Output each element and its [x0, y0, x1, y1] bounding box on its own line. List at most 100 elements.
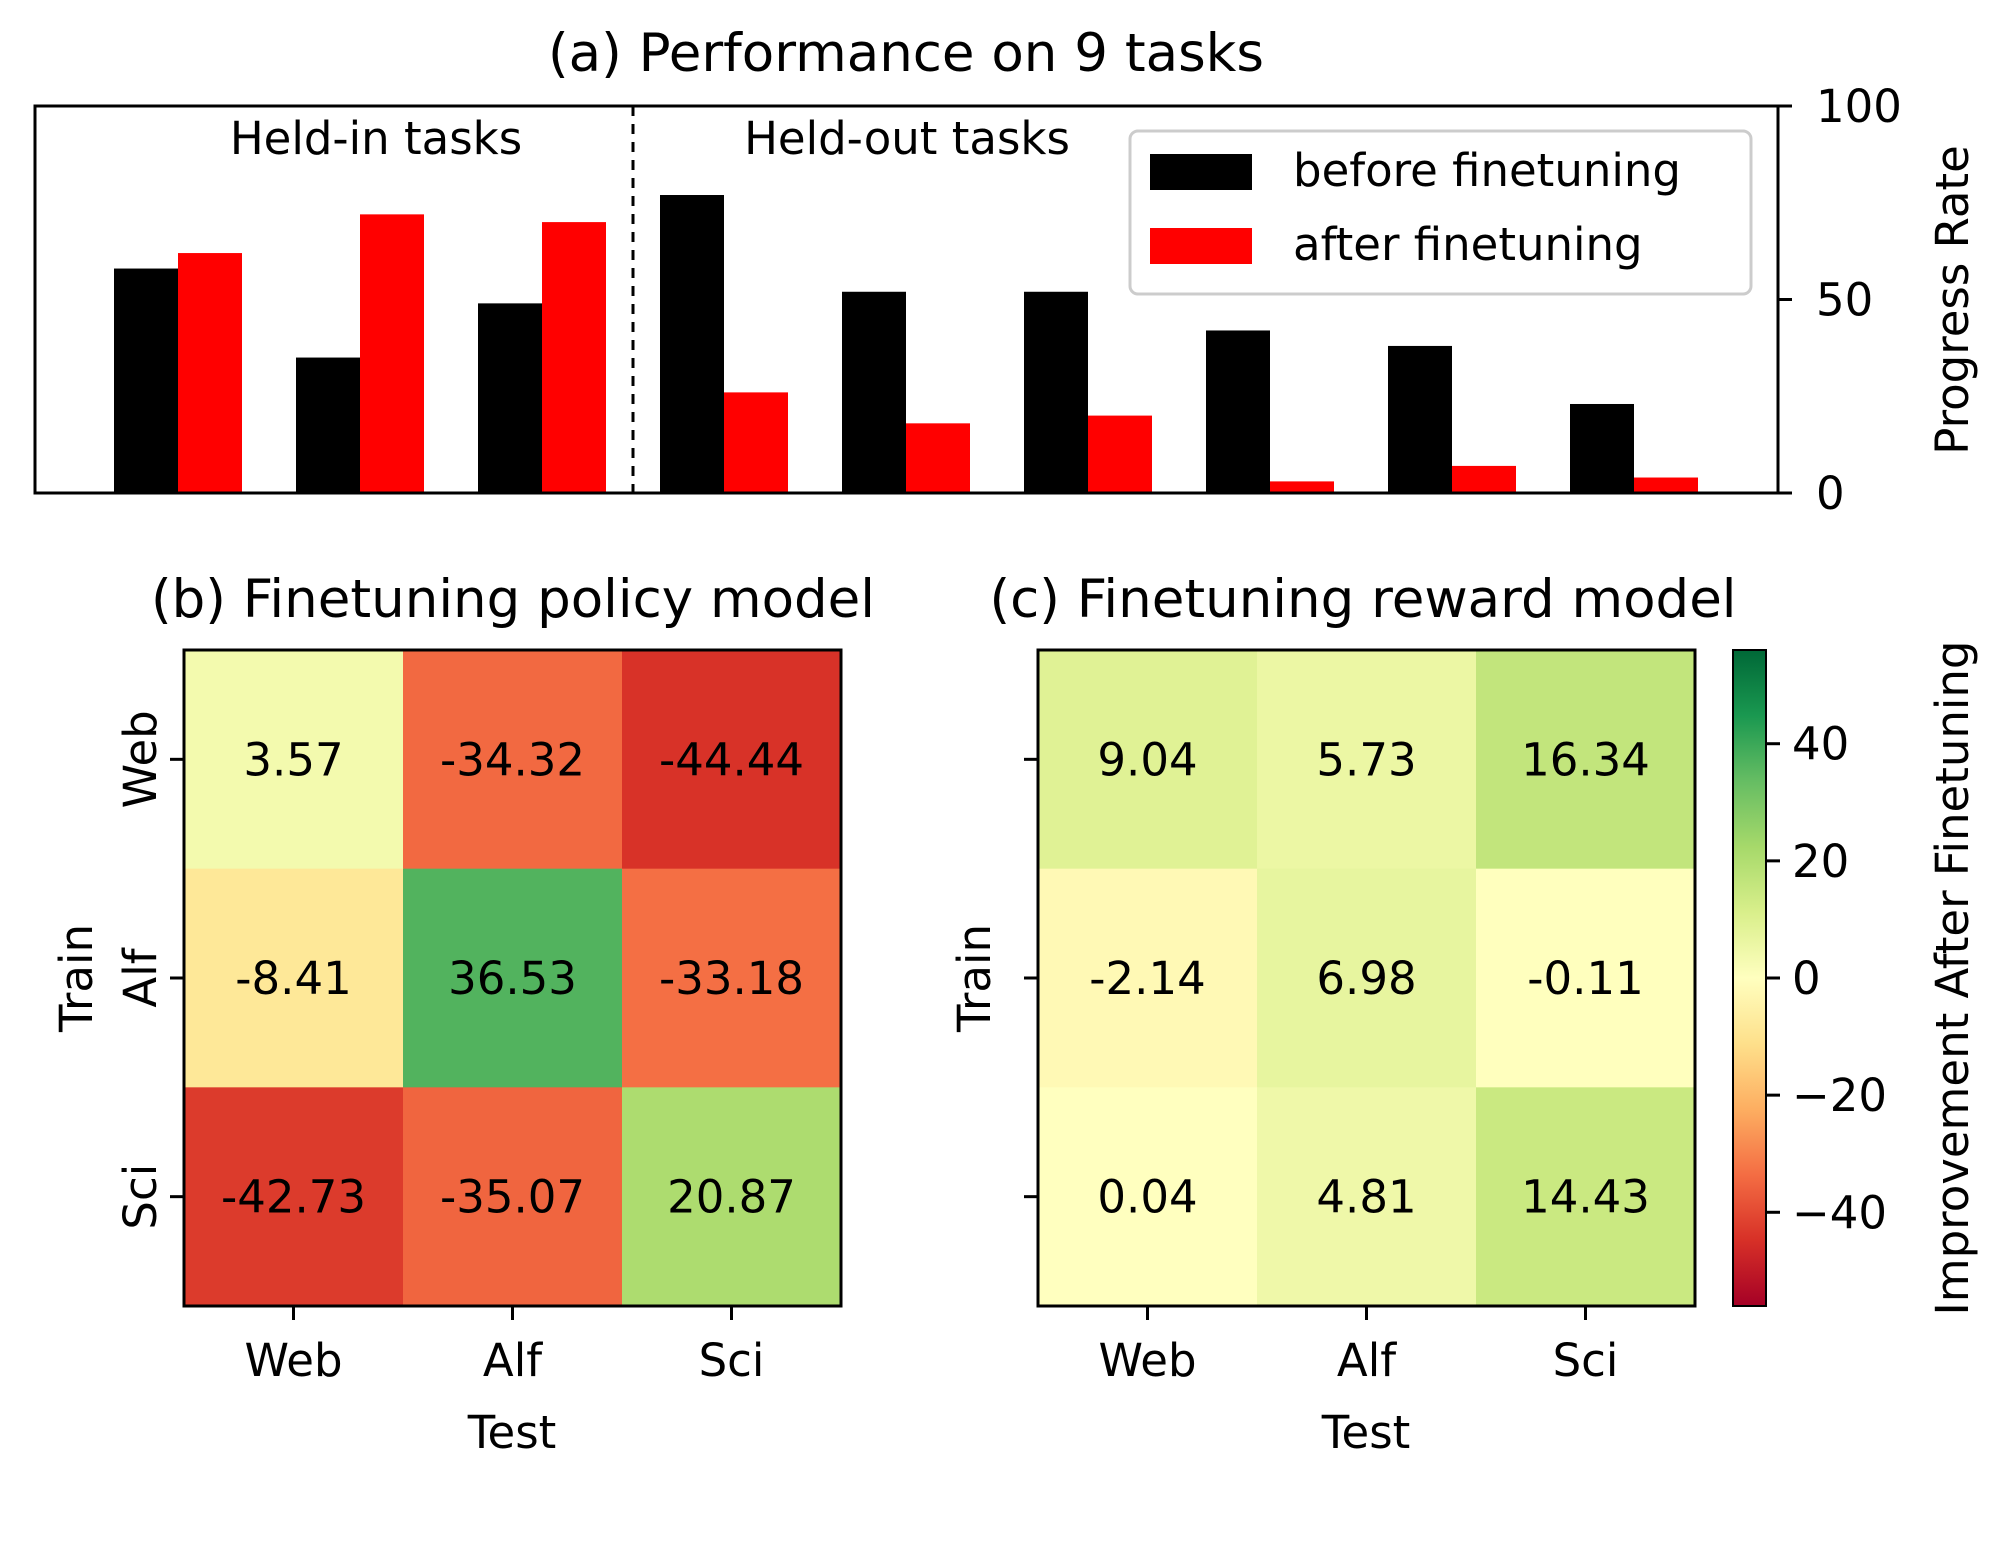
bar-after-2: [360, 214, 424, 494]
bar-chart-bars: [114, 195, 1698, 494]
bar-chart-panel: (a) Performance on 9 tasks Held-in tasks…: [33, 23, 1979, 520]
reward-cell-3-2: [1257, 1087, 1477, 1307]
bar-before-4: [660, 195, 724, 493]
colorbar-ticks: −40 −20 0 20 40: [1766, 718, 1887, 1239]
reward-cell-value: -0.11: [1527, 952, 1643, 1005]
policy-cell-2-3: [622, 868, 842, 1088]
policy-heatmap-panel: (b) Finetuning policy model 3.57 -34.32 -4…: [50, 569, 875, 1459]
policy-cell-value: 20.87: [667, 1171, 796, 1224]
reward-cell-value: 0.04: [1097, 1171, 1197, 1224]
bar-before-1: [114, 268, 178, 493]
held-in-label: Held-in tasks: [230, 112, 522, 165]
reward-cell-3-1: [1038, 1087, 1258, 1307]
policy-cell-2-2: [403, 868, 623, 1088]
policy-heatmap-y-label: Train: [50, 924, 103, 1033]
bar-before-2: [296, 357, 360, 493]
colorbar-tick-label: 20: [1792, 835, 1849, 888]
policy-cell-value: -44.44: [659, 733, 804, 786]
policy-x-tick-label: Web: [244, 1334, 342, 1387]
reward-cell-2-3: [1476, 868, 1696, 1088]
policy-cell-value: -33.18: [659, 952, 804, 1005]
policy-cell-value: -8.41: [235, 952, 351, 1005]
colorbar-tick-label: 40: [1792, 718, 1849, 771]
bar-after-1: [178, 253, 242, 493]
reward-heatmap-axes: Web Alf Sci: [1024, 757, 1619, 1387]
bar-after-5: [906, 423, 970, 493]
reward-cell-1-1: [1038, 650, 1258, 870]
reward-cell-3-3: [1476, 1087, 1696, 1307]
reward-heatmap-cells: 9.04 5.73 16.34 -2.14 6.98 -0.11 0.04 4.81 14.43: [1038, 650, 1696, 1307]
policy-cell-value: -34.32: [440, 733, 585, 786]
bar-after-9: [1634, 477, 1698, 493]
reward-cell-value: 9.04: [1097, 733, 1197, 786]
policy-cell-1-3: [622, 650, 842, 870]
legend-swatch-before: [1150, 154, 1252, 190]
policy-cell-value: 36.53: [448, 952, 577, 1005]
reward-x-tick-label: Alf: [1337, 1334, 1397, 1387]
bar-y-tick-label: 0: [1816, 467, 1845, 520]
reward-heatmap-x-label: Test: [1321, 1406, 1411, 1459]
bar-before-3: [478, 303, 542, 493]
bar-chart-y-label: Progress Rate: [1926, 145, 1979, 455]
policy-x-tick-label: Sci: [699, 1334, 765, 1387]
bar-before-8: [1388, 345, 1452, 493]
reward-cell-value: -2.14: [1089, 952, 1205, 1005]
policy-cell-3-2: [403, 1087, 623, 1307]
bar-before-6: [1024, 291, 1088, 493]
bar-before-5: [842, 291, 906, 493]
colorbar-tick-label: −40: [1792, 1186, 1887, 1239]
bar-before-9: [1570, 403, 1634, 493]
colorbar-tick-label: −20: [1792, 1069, 1887, 1122]
legend-label-before: before finetuning: [1293, 144, 1681, 197]
bar-y-tick-label: 100: [1816, 80, 1902, 133]
bar-before-7: [1206, 330, 1270, 493]
bar-chart-legend: before finetuning after finetuning: [1128, 129, 1753, 296]
reward-cell-1-2: [1257, 650, 1477, 870]
policy-cell-value: 3.57: [243, 733, 343, 786]
bar-chart-title: (a) Performance on 9 tasks: [548, 23, 1264, 84]
policy-cell-3-3: [622, 1087, 842, 1307]
bar-after-7: [1270, 481, 1334, 493]
bar-y-tick-label: 50: [1816, 274, 1873, 327]
bar-after-4: [724, 392, 788, 493]
policy-y-tick-label: Web: [114, 710, 167, 808]
policy-heatmap-x-label: Test: [467, 1406, 557, 1459]
reward-cell-value: 4.81: [1316, 1171, 1416, 1224]
policy-cell-3-1: [184, 1087, 404, 1307]
colorbar: −40 −20 0 20 40 Improvement After Finetuning: [1732, 641, 1979, 1316]
policy-cell-1-2: [403, 650, 623, 870]
reward-heatmap-title: (c) Finetuning reward model: [989, 569, 1736, 630]
bar-after-3: [542, 222, 606, 493]
bar-after-8: [1452, 465, 1516, 493]
reward-cell-value: 14.43: [1521, 1171, 1650, 1224]
legend-swatch-after: [1150, 228, 1252, 264]
reward-x-tick-label: Web: [1098, 1334, 1196, 1387]
colorbar-gradient: [1732, 649, 1767, 1307]
reward-cell-2-2: [1257, 868, 1477, 1088]
reward-heatmap-y-label: Train: [948, 924, 1001, 1033]
policy-cell-2-1: [184, 868, 404, 1088]
policy-cell-value: -35.07: [440, 1171, 585, 1224]
bar-chart-y-axis: 0 50 100: [1778, 80, 1902, 520]
reward-x-tick-label: Sci: [1553, 1334, 1619, 1387]
policy-x-tick-label: Alf: [483, 1334, 543, 1387]
policy-heatmap-cells: 3.57 -34.32 -44.44 -8.41 36.53 -33.18 -42.73 -3…: [184, 650, 842, 1307]
reward-cell-value: 6.98: [1316, 952, 1416, 1005]
legend-label-after: after finetuning: [1293, 218, 1643, 271]
policy-heatmap-axes: Web Alf Sci Web Alf Sci: [114, 710, 764, 1387]
legend-box: [1128, 129, 1753, 296]
colorbar-label: Improvement After Finetuning: [1926, 641, 1979, 1316]
held-out-label: Held-out tasks: [744, 112, 1070, 165]
reward-cell-value: 5.73: [1316, 733, 1416, 786]
reward-cell-value: 16.34: [1521, 733, 1650, 786]
reward-cell-1-3: [1476, 650, 1696, 870]
reward-heatmap-panel: (c) Finetuning reward model 9.04 5.73 16.3…: [948, 569, 1737, 1459]
policy-y-tick-label: Sci: [114, 1164, 167, 1230]
policy-cell-1-1: [184, 650, 404, 870]
reward-cell-2-1: [1038, 868, 1258, 1088]
colorbar-tick-label: 0: [1792, 952, 1821, 1005]
bar-after-6: [1088, 415, 1152, 493]
policy-heatmap-title: (b) Finetuning policy model: [151, 569, 875, 630]
policy-y-tick-label: Alf: [114, 947, 167, 1007]
